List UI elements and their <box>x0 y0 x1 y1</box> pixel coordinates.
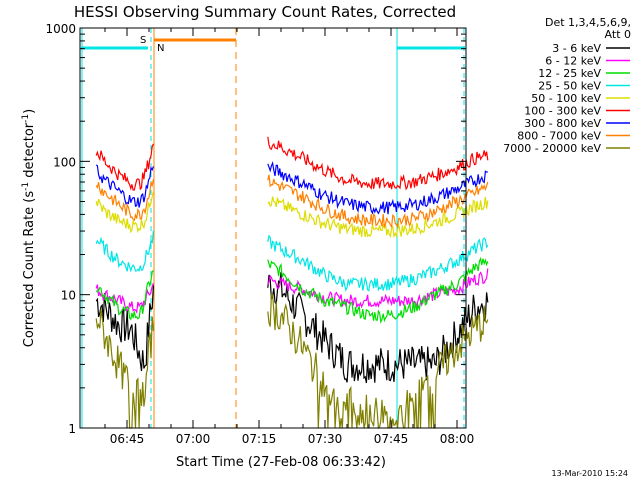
series-8-line-0 <box>95 309 154 429</box>
series-7-line-1 <box>267 174 489 229</box>
series-5-line-0 <box>95 143 154 191</box>
y-tick-label-1: 10 <box>61 289 76 303</box>
legend-label-0: 3 - 6 keV <box>552 42 601 55</box>
series-7-line-0 <box>95 179 154 222</box>
legend-label-7: 800 - 7000 keV <box>517 130 601 143</box>
series-7 <box>95 174 489 229</box>
legend-header-2: Att 0 <box>605 28 631 41</box>
series-0-line-0 <box>95 285 154 372</box>
series-2-line-1 <box>267 256 489 325</box>
y-tick-label-3: 1000 <box>45 22 76 36</box>
series-2-line-0 <box>95 270 154 321</box>
footer-date: 13-Mar-2010 15:24 <box>552 469 629 478</box>
legend-label-2: 12 - 25 keV <box>538 67 601 80</box>
series-3-line-1 <box>267 234 489 292</box>
x-axis: 06:45 07:00 07:15 07:30 07:45 08:00 <box>104 28 475 446</box>
y-axis: 1 10 100 1000 <box>45 22 466 436</box>
series-0 <box>95 272 489 384</box>
series-6-line-0 <box>95 164 154 208</box>
series-5 <box>95 136 489 191</box>
legend-label-3: 25 - 50 keV <box>538 80 601 93</box>
flag-bars <box>81 28 465 428</box>
x-tick-label-0: 06:45 <box>110 432 145 446</box>
x-tick-label-2: 07:15 <box>242 432 277 446</box>
x-tick-label-1: 07:00 <box>176 432 211 446</box>
legend-label-1: 6 - 12 keV <box>545 55 601 68</box>
series-5-line-1 <box>267 136 489 191</box>
y-tick-label-0: 1 <box>68 422 76 436</box>
series-3 <box>95 230 489 292</box>
legend-label-5: 100 - 300 keV <box>524 105 601 118</box>
series-4-line-0 <box>95 191 154 234</box>
x-tick-label-5: 08:00 <box>440 432 475 446</box>
annotation-n: N <box>157 43 164 54</box>
x-tick-label-4: 07:45 <box>374 432 409 446</box>
y-axis-label: Corrected Count Rate (s-1 detector-1) <box>21 109 37 347</box>
series-6 <box>95 161 488 215</box>
legend-header-1: Det 1,3,4,5,6,9, <box>545 16 631 29</box>
x-axis-label: Start Time (27-Feb-08 06:33:42) <box>176 455 386 470</box>
legend-label-4: 50 - 100 keV <box>531 92 601 105</box>
series-4-line-1 <box>267 196 489 239</box>
series-8 <box>95 293 489 430</box>
annotation-s: S <box>140 35 146 46</box>
series-4 <box>95 191 489 239</box>
chart-title: HESSI Observing Summary Count Rates, Cor… <box>74 3 456 21</box>
series-6-line-1 <box>267 161 488 215</box>
series-layer <box>95 136 489 430</box>
series-1-line-1 <box>267 268 489 309</box>
series-1 <box>95 268 489 314</box>
x-tick-label-3: 07:30 <box>308 432 343 446</box>
series-1-line-0 <box>95 282 154 314</box>
legend-label-8: 7000 - 20000 keV <box>503 142 601 155</box>
plot-frame <box>79 27 467 429</box>
legend-label-6: 300 - 800 keV <box>524 117 601 130</box>
series-8-line-1 <box>267 293 489 430</box>
series-3-line-0 <box>95 230 154 273</box>
y-tick-label-2: 100 <box>53 155 76 169</box>
series-2 <box>95 256 489 325</box>
